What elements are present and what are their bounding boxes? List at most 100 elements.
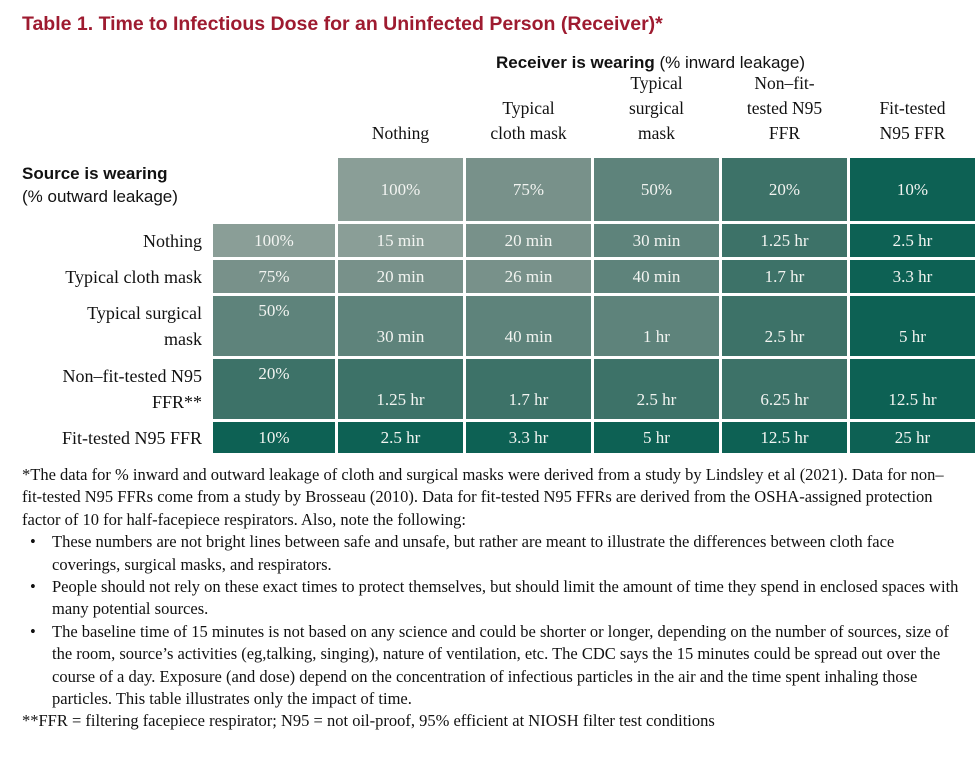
column-pct-value: 50% [640,179,673,199]
time-cell-3-2: 2.5 hr [594,359,719,419]
column-header-line: FFR [768,123,801,143]
time-cell-1-3: 1.7 hr [722,260,847,293]
row-label-line: Typical cloth mask [65,266,202,287]
footnote-ffr-definition: **FFR = filtering facepiece respirator; … [22,711,715,731]
column-pct-value: 10% [896,179,929,199]
column-header-0: Nothing [338,80,463,155]
time-value: 1.7 hr [764,266,805,286]
column-header-3: Non–fit-tested N95 FFR [722,73,847,155]
row-label-1: Typical cloth mask [10,260,210,293]
receiver-axis-header-normal: (% inward leakage) [654,53,805,72]
row-pct-4: 10% [213,422,335,453]
time-cell-3-3: 6.25 hr [722,359,847,419]
time-cell-0-1: 20 min [466,224,591,257]
row-pct-value: 50% [258,301,290,320]
column-header-line: Non–fit- [754,73,815,93]
column-pct-1: 75% [466,158,591,221]
column-pct-0: 100% [338,158,463,221]
column-header-4: Fit-tested N95 FFR [850,80,975,155]
time-cell-1-4: 3.3 hr [850,260,975,293]
time-value: 15 min [376,230,425,250]
column-header-2: Typical surgical mask [594,73,719,155]
row-pct-3: 20% [213,359,335,419]
time-value: 30 min [632,230,681,250]
column-header-line: Typical [502,98,555,118]
time-value: 5 hr [643,427,670,447]
bullet-text: The baseline time of 15 minutes is not b… [52,621,949,709]
column-pct-value: 20% [768,179,801,199]
source-axis-header: Source is wearing (% outward leakage) [10,158,335,221]
time-cell-0-3: 1.25 hr [722,224,847,257]
bullet-icon: • [30,577,36,597]
infectious-dose-table: Nothing Typical cloth mask Typical surgical m… [10,73,975,453]
row-pct-1: 75% [213,260,335,293]
time-value: 20 min [504,230,553,250]
time-value: 1.25 hr [760,230,809,250]
time-value: 6.25 hr [760,390,809,409]
column-header-line: Fit-tested [879,98,946,118]
row-label-2: Typical surgical mask [10,296,210,356]
time-cell-2-4: 5 hr [850,296,975,356]
column-header-line: N95 FFR [879,123,946,143]
time-cell-3-1: 1.7 hr [466,359,591,419]
time-cell-3-0: 1.25 hr [338,359,463,419]
column-pct-3: 20% [722,158,847,221]
row-pct-value: 75% [258,266,290,286]
bullet-text: People should not rely on these exact ti… [52,577,959,619]
row-pct-value: 20% [258,364,290,383]
column-header-1: Typical cloth mask [466,80,591,155]
row-label-line: Non–fit-tested N95 [62,366,202,386]
receiver-axis-header-bold: Receiver is wearing [495,53,655,72]
time-cell-0-2: 30 min [594,224,719,257]
row-label-0: Nothing [10,224,210,257]
source-axis-header-bold: Source is wearing [22,164,168,183]
time-cell-2-1: 40 min [466,296,591,356]
row-pct-value: 100% [254,230,294,250]
time-cell-4-2: 5 hr [594,422,719,453]
time-value: 3.3 hr [892,266,933,286]
time-cell-1-2: 40 min [594,260,719,293]
time-cell-3-4: 12.5 hr [850,359,975,419]
time-cell-4-1: 3.3 hr [466,422,591,453]
column-header-line: mask [638,123,675,143]
table-title: Table 1. Time to Infectious Dose for an … [22,13,663,35]
time-value: 40 min [632,266,681,286]
time-cell-0-0: 15 min [338,224,463,257]
time-value: 1.7 hr [508,390,549,409]
time-value: 26 min [504,266,553,286]
row-label-4: Fit-tested N95 FFR [10,422,210,453]
column-header-line: Typical [630,73,683,93]
time-cell-4-0: 2.5 hr [338,422,463,453]
table-figure: Table 1. Time to Infectious Dose for an … [0,13,980,764]
time-value: 2.5 hr [636,390,677,409]
bullet-item: • The baseline time of 15 minutes is not… [22,621,960,711]
time-cell-4-4: 25 hr [850,422,975,453]
column-pct-2: 50% [594,158,719,221]
column-header-line: surgical [628,98,685,118]
column-header-line: tested N95 [746,98,823,118]
column-pct-value: 100% [380,179,421,199]
source-axis-header-normal: (% outward leakage) [22,187,178,206]
receiver-axis-header: Receiver is wearing (% inward leakage) [338,53,963,73]
time-value: 5 hr [899,327,926,346]
time-value: 2.5 hr [380,427,421,447]
time-cell-2-0: 30 min [338,296,463,356]
time-cell-1-0: 20 min [338,260,463,293]
time-value: 25 hr [894,427,931,447]
bullet-item: • People should not rely on these exact … [22,576,960,621]
bullet-icon: • [30,621,36,641]
row-label-line: Nothing [142,230,202,251]
time-cell-0-4: 2.5 hr [850,224,975,257]
row-pct-2: 50% [213,296,335,356]
time-value: 2.5 hr [892,230,933,250]
time-value: 20 min [376,266,425,286]
time-cell-4-3: 12.5 hr [722,422,847,453]
column-pct-value: 75% [512,179,545,199]
row-label-line: Fit-tested N95 FFR [61,427,202,448]
row-label-line: mask [164,329,202,349]
footnote-leakage-sources: *The data for % inward and outward leaka… [22,465,944,529]
time-cell-2-2: 1 hr [594,296,719,356]
footnote-bullet-list: • These numbers are not bright lines bet… [22,531,960,710]
time-value: 12.5 hr [760,427,809,447]
time-cell-1-1: 26 min [466,260,591,293]
